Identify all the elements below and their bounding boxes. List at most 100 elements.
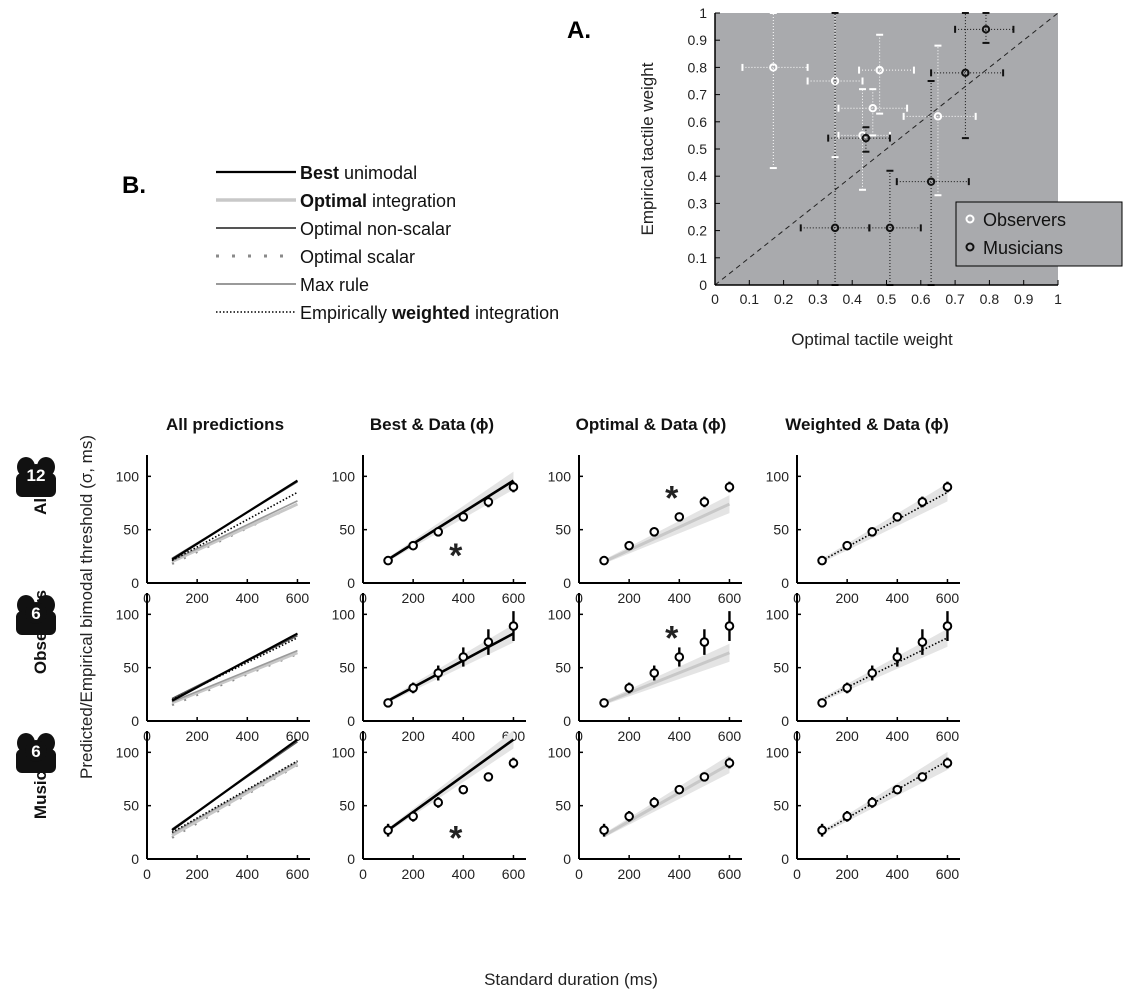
subplot-xtick-label: 400 bbox=[452, 590, 476, 606]
prediction-line-best bbox=[171, 479, 299, 561]
subplot-xtick-label: 600 bbox=[286, 590, 310, 606]
subplot-ytick-label: 50 bbox=[339, 660, 355, 676]
a-observer-point bbox=[875, 65, 884, 75]
group-count: 6 bbox=[31, 604, 40, 623]
data-point bbox=[917, 772, 928, 782]
subplot-xtick-label: 400 bbox=[452, 728, 476, 744]
a-xtick-label: 0.5 bbox=[877, 291, 897, 307]
legend-label-part: Best bbox=[300, 163, 339, 183]
subplot-musicians-4: 0 50 100 0 200 400 600 bbox=[766, 731, 960, 882]
subplot-xtick-label: 200 bbox=[401, 590, 425, 606]
subplot-xtick-label: 600 bbox=[718, 590, 742, 606]
group-icon: 6 bbox=[16, 595, 56, 635]
legend-label-best: Best unimodal bbox=[300, 163, 417, 183]
x-axis-title: Standard duration (ms) bbox=[484, 970, 658, 989]
data-point bbox=[842, 683, 852, 693]
subplot-xtick-label: 600 bbox=[502, 866, 526, 882]
a-musician-point bbox=[830, 223, 840, 233]
prediction-line-best bbox=[171, 632, 298, 702]
a-musician-point bbox=[981, 25, 991, 34]
legend-label-weighted: Empirically weighted integration bbox=[300, 303, 559, 323]
subplot-ytick-label: 0 bbox=[563, 575, 571, 591]
data-point bbox=[867, 797, 878, 808]
prediction-line-weighted bbox=[171, 491, 298, 562]
subplot-xtick-label: 200 bbox=[835, 590, 859, 606]
subplot-ytick-label: 50 bbox=[773, 660, 789, 676]
data-point bbox=[724, 482, 735, 492]
data-point bbox=[383, 698, 393, 708]
subplot-musicians-2: * 0 50 100 0 200 400 600 bbox=[332, 730, 526, 882]
a-xtick-label: 0.3 bbox=[808, 291, 828, 307]
data-point bbox=[867, 668, 878, 678]
subplot-ytick-label: 50 bbox=[555, 522, 571, 538]
subplot-xtick-label: 600 bbox=[936, 590, 960, 606]
legend-label-part: unimodal bbox=[339, 163, 417, 183]
subplot-xtick-label: 600 bbox=[718, 728, 742, 744]
panel-c-grid: All predictions Best & Data (ϕ) Optimal & … bbox=[16, 415, 960, 882]
subplot-ytick-label: 100 bbox=[548, 744, 572, 760]
data-point bbox=[483, 772, 494, 782]
legend-label-part: Optimal bbox=[300, 191, 367, 211]
subplot-ytick-label: 0 bbox=[781, 851, 789, 867]
legend-label-part: integration bbox=[470, 303, 559, 323]
subplot-ytick-label: 50 bbox=[123, 660, 139, 676]
group-head-center bbox=[25, 464, 47, 486]
group-count: 12 bbox=[27, 466, 46, 485]
prediction-line-optimal bbox=[603, 762, 731, 837]
data-point bbox=[699, 637, 710, 647]
column-title: Optimal & Data (ϕ) bbox=[576, 415, 727, 434]
prediction-line-weighted bbox=[821, 760, 948, 834]
subplot-xtick-label: 200 bbox=[835, 866, 859, 882]
data-point bbox=[599, 698, 609, 708]
a-legend-box bbox=[955, 201, 1123, 267]
data-point bbox=[433, 527, 444, 537]
legend-label-part: Empirically bbox=[300, 303, 392, 323]
prediction-line-optimal bbox=[171, 651, 299, 705]
data-point bbox=[892, 512, 903, 522]
a-ytick-label: 0 bbox=[699, 277, 707, 293]
subplot-musicians-1: 0 50 100 0 200 400 600 bbox=[116, 731, 310, 882]
a-observer-point bbox=[933, 112, 943, 121]
legend-label-part: Optimal scalar bbox=[300, 247, 415, 267]
data-point bbox=[817, 698, 827, 708]
a-musician-point bbox=[926, 177, 936, 186]
data-point bbox=[942, 482, 953, 492]
column-title: Weighted & Data (ϕ) bbox=[785, 415, 949, 434]
prediction-line-maxrule bbox=[171, 500, 298, 562]
a-legend-marker bbox=[965, 242, 975, 252]
data-point bbox=[433, 797, 444, 808]
prediction-line-best bbox=[387, 738, 515, 832]
group-count: 6 bbox=[31, 742, 40, 761]
subplot-xtick-label: 200 bbox=[185, 866, 209, 882]
subplot-ytick-label: 0 bbox=[781, 713, 789, 729]
prediction-line-weighted bbox=[171, 637, 298, 701]
subplot-xtick-label: 400 bbox=[886, 866, 910, 882]
a-musician-point bbox=[885, 223, 895, 233]
prediction-line-weighted bbox=[821, 491, 948, 562]
data-point bbox=[674, 512, 685, 522]
subplot-ytick-label: 0 bbox=[563, 851, 571, 867]
subplot-ytick-label: 50 bbox=[123, 522, 139, 538]
subplot-xtick-label: 600 bbox=[286, 728, 310, 744]
legend-label-part: integration bbox=[367, 191, 456, 211]
subplot-xtick-label: 400 bbox=[886, 728, 910, 744]
subplot-xtick-label: 200 bbox=[835, 728, 859, 744]
a-ytick-label: 0.9 bbox=[688, 32, 708, 48]
y-axis-title: Predicted/Empirical bimodal threshold (σ… bbox=[77, 435, 96, 779]
data-point bbox=[817, 555, 827, 566]
a-ytick-label: 0.7 bbox=[688, 87, 708, 103]
a-ytick-label: 0.3 bbox=[688, 195, 708, 211]
data-point bbox=[458, 784, 469, 795]
a-ytick-label: 0.6 bbox=[688, 114, 708, 130]
data-point bbox=[624, 540, 634, 551]
subplot-xtick-label: 400 bbox=[236, 590, 260, 606]
data-point bbox=[724, 621, 735, 631]
prediction-confidence-band bbox=[822, 628, 948, 702]
data-point bbox=[458, 512, 469, 522]
subplot-xtick-label: 600 bbox=[502, 590, 526, 606]
prediction-line-maxrule bbox=[171, 761, 298, 835]
subplot-xtick-label: 600 bbox=[936, 866, 960, 882]
data-point bbox=[458, 652, 469, 662]
subplot-ytick-label: 0 bbox=[347, 713, 355, 729]
